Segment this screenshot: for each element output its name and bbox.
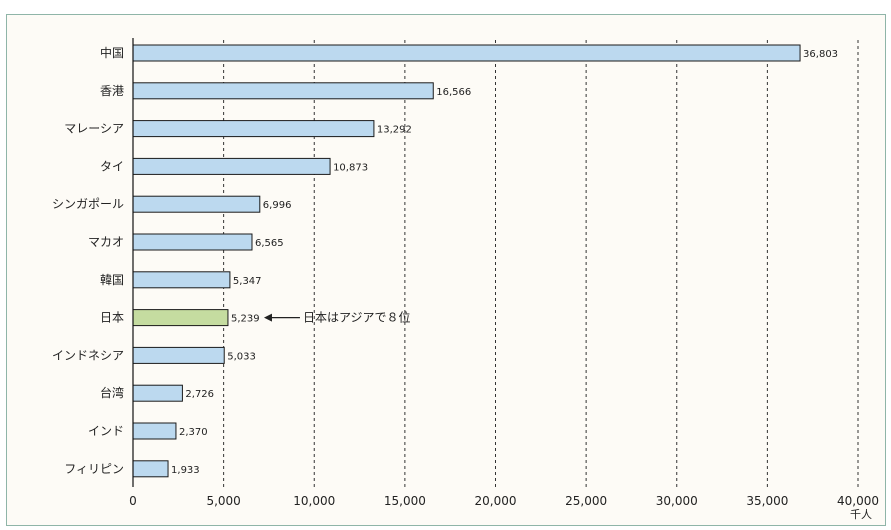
x-tick-label-0: 0	[129, 494, 137, 508]
category-label-3: タイ	[100, 159, 124, 173]
bar-5	[132, 233, 253, 251]
chart-frame	[6, 14, 886, 526]
bar-0	[132, 44, 801, 62]
x-tick-label-3: 15,000	[384, 494, 426, 508]
annotation-text: 日本はアジアで８位	[303, 310, 411, 325]
value-label-11: 1,933	[171, 465, 200, 476]
category-label-9: 台湾	[100, 385, 124, 400]
value-label-10: 2,370	[179, 427, 208, 438]
category-label-2: マレーシア	[64, 122, 124, 136]
category-label-4: シンガポール	[52, 197, 124, 211]
x-tick-label-2: 10,000	[293, 494, 335, 508]
x-tick-label-8: 40,000	[837, 494, 879, 508]
category-label-1: 香港	[100, 84, 124, 98]
bar-11	[132, 460, 169, 478]
x-tick-label-6: 30,000	[656, 494, 698, 508]
value-label-1: 16,566	[436, 87, 471, 98]
value-label-4: 6,996	[263, 200, 292, 211]
value-label-6: 5,347	[233, 276, 262, 287]
value-label-3: 10,873	[333, 162, 368, 173]
value-label-8: 5,033	[227, 351, 256, 362]
value-label-7: 5,239	[231, 314, 260, 325]
bar-9	[132, 384, 183, 402]
category-label-7: 日本	[100, 311, 124, 325]
x-tick-label-1: 5,000	[206, 494, 240, 508]
bar-8	[132, 346, 225, 364]
value-label-0: 36,803	[803, 49, 838, 60]
bar-7	[132, 309, 229, 327]
x-tick-label-4: 20,000	[475, 494, 517, 508]
bar-1	[132, 82, 434, 100]
category-label-6: 韓国	[100, 273, 124, 287]
category-label-8: インドネシア	[52, 348, 124, 362]
bar-4	[132, 195, 261, 213]
category-label-0: 中国	[100, 45, 124, 60]
category-label-5: マカオ	[88, 235, 124, 249]
category-label-10: インド	[88, 424, 124, 438]
category-label-11: フィリピン	[64, 462, 124, 476]
bar-10	[132, 422, 177, 440]
annotation-arrow-head	[263, 313, 272, 322]
value-label-9: 2,726	[185, 389, 214, 400]
value-label-5: 6,565	[255, 238, 284, 249]
x-tick-label-7: 35,000	[746, 494, 788, 508]
unit-label: 千人	[850, 508, 872, 521]
x-tick-label-5: 25,000	[565, 494, 607, 508]
value-label-2: 13,292	[377, 125, 412, 136]
bar-6	[132, 271, 231, 289]
bar-2	[132, 120, 375, 138]
bar-3	[132, 157, 331, 175]
